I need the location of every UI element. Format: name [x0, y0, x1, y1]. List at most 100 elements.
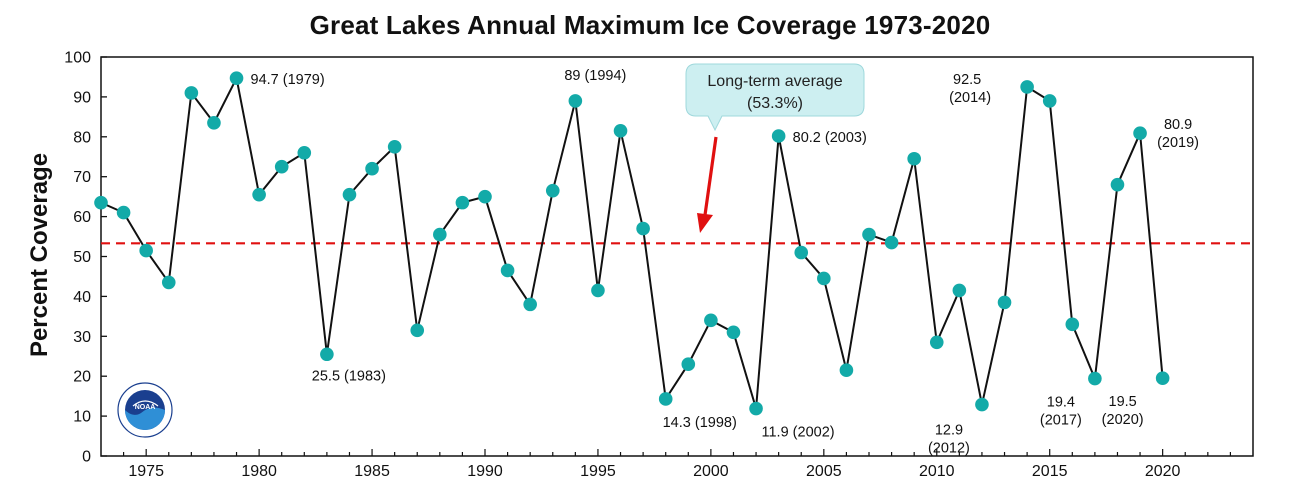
callout-title: Long-term average: [707, 73, 842, 90]
data-point: [455, 195, 470, 210]
data-label-year: (2019): [1157, 135, 1199, 151]
x-tick-label: 1980: [241, 463, 277, 480]
data-point: [342, 187, 357, 202]
data-point: [365, 161, 379, 176]
x-tick-label: 2010: [919, 463, 955, 480]
data-label: 19.5: [1109, 394, 1137, 410]
y-tick-label: 10: [73, 409, 91, 426]
data-label: 80.2 (2003): [793, 130, 867, 146]
data-label: 14.3 (1998): [663, 415, 737, 431]
data-point: [545, 183, 560, 198]
data-point: [523, 297, 537, 312]
data-point: [1133, 126, 1147, 141]
data-point: [568, 94, 583, 108]
logo-bird: [132, 400, 159, 407]
data-label-year: (2017): [1040, 413, 1082, 429]
y-tick-label: 90: [73, 89, 91, 106]
x-tick-label: 1990: [467, 463, 503, 480]
data-point: [387, 139, 402, 154]
data-point: [749, 401, 763, 416]
annotations-layer: 94.7 (1979) 25.5 (1983) 89 (1994) 14.3 (199…: [251, 68, 1199, 457]
data-point: [252, 187, 266, 202]
y-tick-label: 60: [73, 209, 91, 226]
logo-wave: [125, 407, 165, 430]
data-point: [884, 235, 899, 250]
data-point: [771, 129, 786, 143]
data-point: [1065, 317, 1080, 332]
x-tick-label: 1985: [354, 463, 390, 480]
data-point: [320, 347, 334, 362]
y-tick-label: 20: [73, 369, 91, 386]
data-point: [817, 271, 831, 286]
data-point: [591, 283, 605, 298]
y-tick-label: 100: [64, 50, 91, 67]
x-tick-label: 2015: [1032, 463, 1068, 480]
data-point: [613, 124, 628, 138]
data-point: [297, 145, 312, 160]
x-tick-label: 2000: [693, 463, 729, 480]
data-point: [1020, 80, 1034, 94]
logo-text: NOAA: [135, 404, 156, 411]
data-point: [433, 227, 447, 242]
noaa-logo: NOAA: [117, 382, 173, 438]
x-tick-label: 2005: [806, 463, 842, 480]
y-tick-label: 70: [73, 169, 91, 186]
callout-layer: Long-term average (53.3%): [685, 63, 865, 233]
data-point: [229, 71, 244, 85]
data-point: [997, 295, 1012, 310]
x-tick-label: 1995: [580, 463, 616, 480]
x-tick-label: 1975: [128, 463, 164, 480]
callout-value: (53.3%): [747, 95, 803, 112]
data-label: 80.9: [1164, 117, 1192, 133]
data-label: 94.7 (1979): [251, 72, 325, 88]
y-axis-label: Percent Coverage: [26, 153, 53, 357]
axes-layer: 0 10 20 30 40 50 60 70 80 90 100 1975 1980 1985 1990 19…: [64, 50, 1254, 480]
data-point: [952, 283, 967, 298]
x-tick-label: 2020: [1145, 463, 1181, 480]
callout-box: [685, 63, 865, 132]
data-point: [975, 397, 989, 412]
data-point: [184, 86, 199, 100]
data-point: [658, 392, 673, 406]
y-tick-label: 80: [73, 129, 91, 146]
data-point: [274, 159, 289, 174]
chart-title: Great Lakes Annual Maximum Ice Coverage …: [309, 10, 991, 40]
plot-frame: [100, 56, 1254, 457]
data-point: [794, 245, 809, 260]
data-point: [116, 205, 131, 220]
y-tick-label: 0: [82, 449, 91, 466]
callout-arrow-head: [697, 213, 713, 233]
data-point: [704, 313, 718, 328]
data-point: [1088, 371, 1102, 386]
data-label-year: (2014): [949, 90, 991, 106]
data-point: [478, 189, 492, 204]
callout-arrow-shaft: [703, 136, 718, 216]
data-point: [161, 275, 176, 290]
data-point: [139, 243, 153, 258]
data-label: 89 (1994): [564, 68, 626, 84]
data-point: [1042, 94, 1057, 108]
data-label: 12.9: [935, 423, 963, 439]
data-point: [726, 325, 741, 340]
data-point: [636, 221, 650, 236]
data-point: [907, 151, 921, 166]
data-point: [410, 323, 425, 338]
data-label: 25.5 (1983): [312, 368, 386, 384]
data-label-year: (2020): [1102, 412, 1144, 428]
y-tick-label: 30: [73, 329, 91, 346]
data-label-year: (2012): [928, 441, 970, 457]
data-point: [500, 263, 515, 278]
data-label: 11.9 (2002): [762, 425, 835, 441]
data-points-layer: [94, 71, 1170, 416]
data-point: [862, 227, 876, 242]
y-tick-label: 40: [73, 289, 91, 306]
data-point: [1155, 371, 1170, 385]
data-point: [681, 357, 696, 372]
data-point: [207, 116, 221, 130]
data-point: [929, 335, 944, 350]
data-point: [839, 363, 854, 378]
data-label: 19.4: [1047, 395, 1075, 411]
data-label: 92.5: [953, 72, 981, 88]
data-point: [1110, 177, 1125, 192]
